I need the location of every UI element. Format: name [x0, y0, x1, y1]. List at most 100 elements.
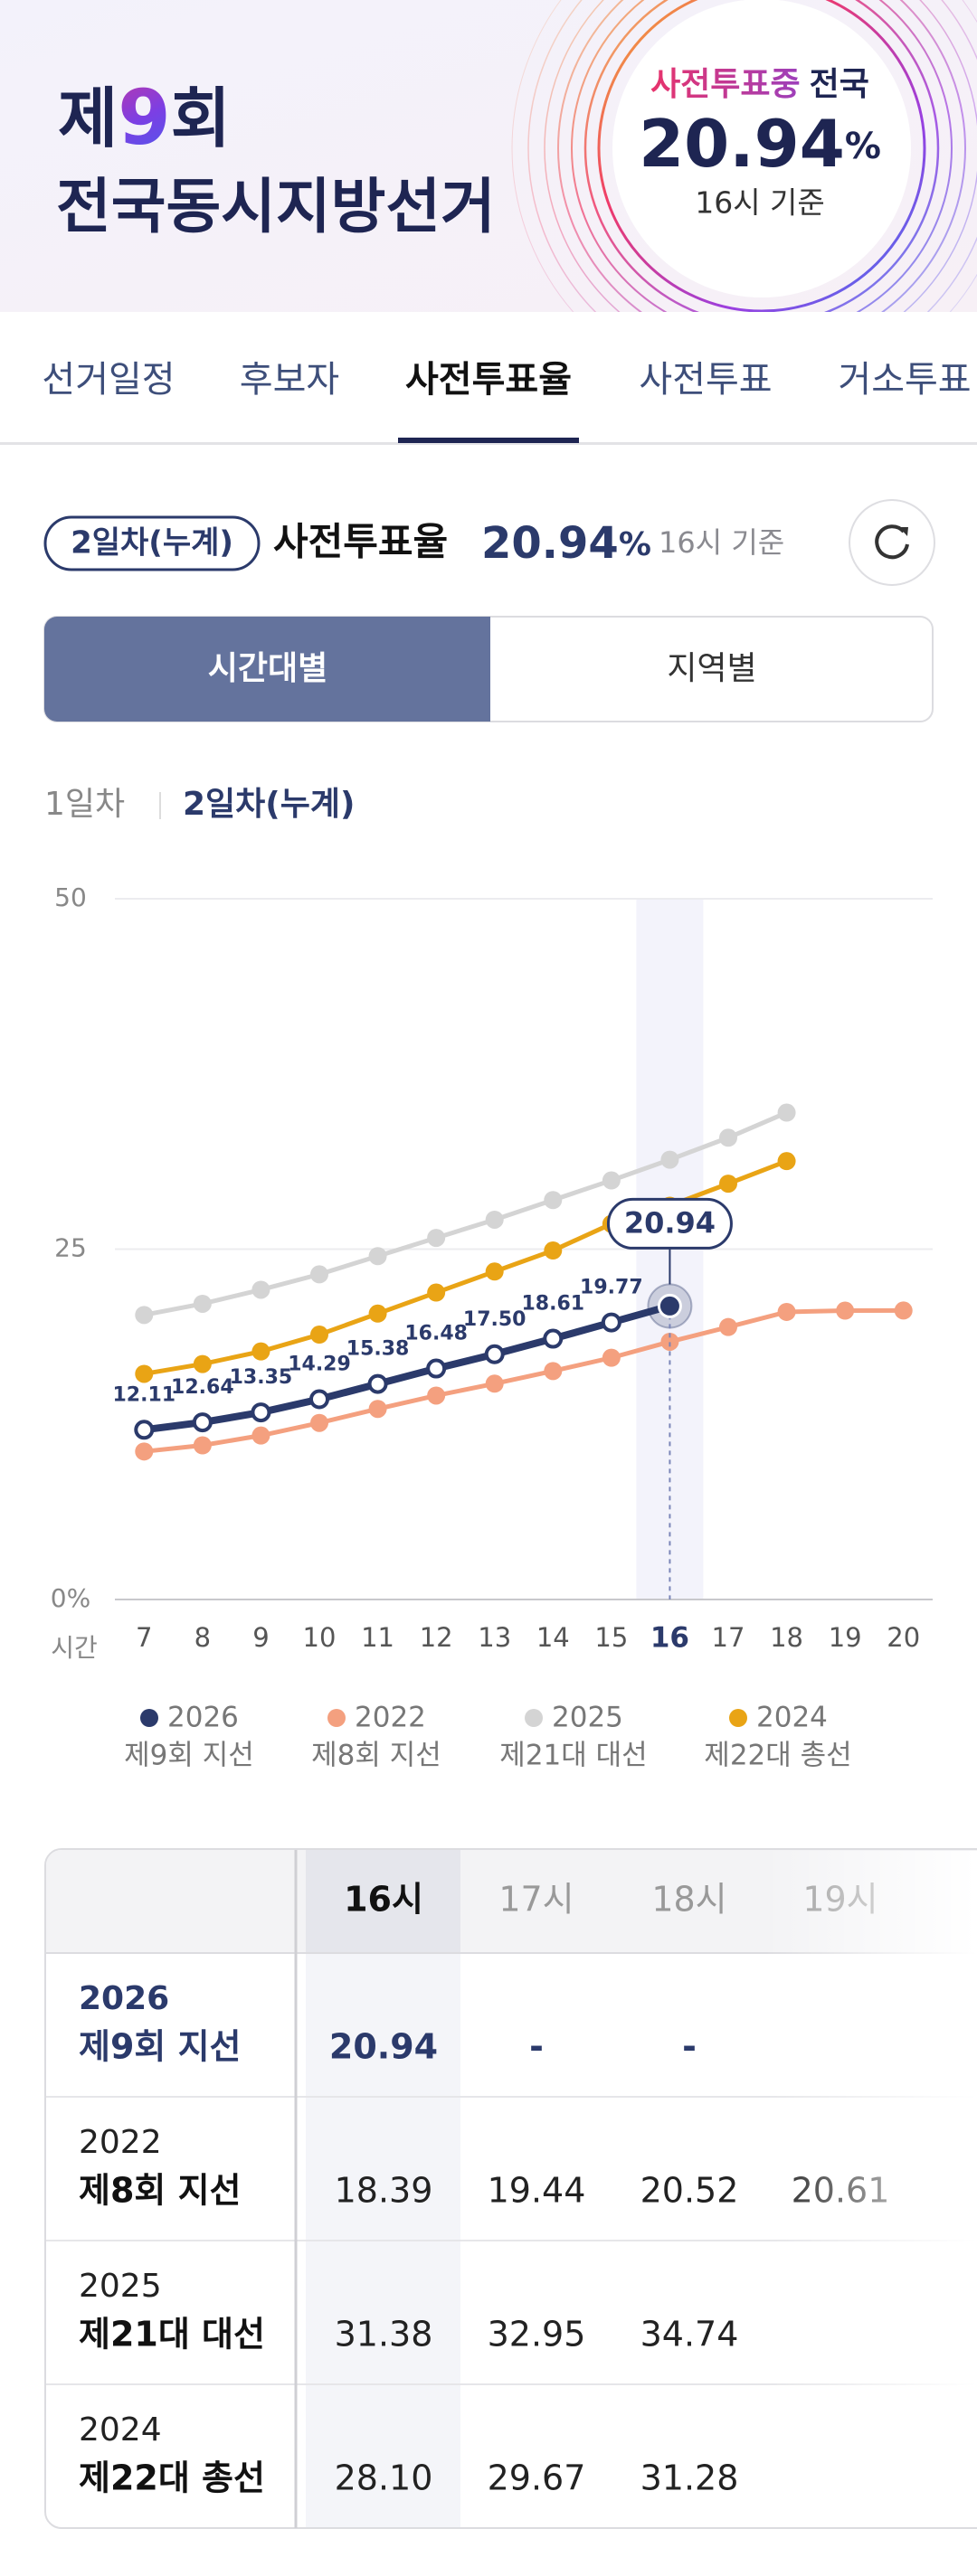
x-tick-label: 18: [770, 1622, 803, 1653]
badge-basis: 16시 기준: [695, 185, 825, 221]
legend-label: 제9회 지선: [124, 1740, 254, 1772]
tab[interactable]: 선거일정: [42, 359, 175, 401]
row-year: 2025: [79, 2268, 162, 2305]
point: [777, 1103, 796, 1122]
badge-circle: [612, 0, 911, 297]
table-header-bg: [46, 1850, 977, 1953]
table-frame: [44, 1848, 977, 2529]
column-header: 16시: [344, 1880, 423, 1920]
cell: 19.44: [488, 2171, 586, 2211]
tab[interactable]: 거소투표: [838, 359, 971, 401]
day-pill-text: 2일차(누계): [71, 525, 233, 561]
legend-name: 2024: [756, 1702, 828, 1734]
column-header: 17시: [498, 1880, 574, 1920]
point: [894, 1301, 913, 1320]
point: [602, 1348, 621, 1367]
value-label: 12.64: [171, 1376, 234, 1399]
value-label: 17.50: [463, 1308, 526, 1331]
day-tab[interactable]: 1일차: [44, 786, 125, 823]
cell: 20.52: [640, 2171, 739, 2211]
refresh-arrow: [899, 527, 908, 536]
point: [193, 1436, 212, 1455]
point: [251, 1402, 271, 1423]
series-line: [143, 1302, 671, 1434]
segment-active[interactable]: [44, 617, 490, 722]
value-label: 13.35: [230, 1366, 293, 1389]
point: [484, 1344, 505, 1364]
cell: -: [529, 2027, 544, 2067]
segment-label[interactable]: 시간대별: [208, 650, 327, 687]
x-tick-label: 12: [420, 1622, 453, 1653]
point: [719, 1175, 737, 1194]
column-header: 18시: [651, 1880, 726, 1920]
legend-dot: [525, 1709, 543, 1727]
active-tab-indicator: [398, 438, 579, 443]
series-line: [144, 1307, 904, 1454]
title-line2: 전국동시지방선거: [56, 172, 496, 241]
cell: 28.10: [335, 2458, 433, 2498]
summary-rate: 20.94%: [481, 518, 651, 569]
legend-dot: [729, 1709, 747, 1727]
refresh-button[interactable]: [849, 499, 935, 586]
day-tab[interactable]: 2일차(누계): [183, 786, 355, 823]
point: [251, 1426, 270, 1445]
cell: 32.95: [488, 2315, 586, 2354]
row-name: 제8회 지선: [79, 2171, 242, 2211]
value-label: 14.29: [288, 1354, 351, 1376]
cell: 31.28: [640, 2458, 739, 2498]
legend-name: 2022: [355, 1702, 426, 1734]
summary-basis: 16시 기준: [659, 525, 784, 560]
point: [602, 1171, 621, 1190]
value-label: 18.61: [521, 1293, 584, 1316]
tabbar-border: [0, 442, 977, 445]
point: [193, 1354, 212, 1373]
value-label: 19.77: [580, 1277, 643, 1299]
scroll-fade: [764, 1851, 977, 2526]
tab[interactable]: 사전투표: [639, 359, 772, 401]
value-label: 12.11: [112, 1383, 175, 1406]
callout-box: [606, 1197, 733, 1250]
row-year: 2022: [79, 2124, 162, 2161]
tab[interactable]: 사전투표율: [405, 359, 572, 401]
point: [777, 1302, 796, 1321]
point: [719, 1317, 737, 1336]
row-name: 제22대 총선: [79, 2458, 265, 2498]
x-tick-label: 7: [136, 1622, 152, 1653]
point: [485, 1374, 504, 1393]
point: [427, 1229, 446, 1248]
tabbar-bg: [0, 312, 977, 444]
x-tick-label: 10: [303, 1622, 337, 1653]
point: [836, 1301, 855, 1320]
value-label: 15.38: [346, 1338, 410, 1361]
rings: [511, 0, 977, 312]
segment-label[interactable]: 지역별: [667, 650, 756, 687]
summary-label: 사전투표율: [273, 520, 448, 564]
y-tick-label: 0%: [51, 1583, 90, 1613]
legend-dot: [327, 1709, 346, 1727]
cell: 18.39: [335, 2171, 433, 2211]
cell: 31.38: [335, 2315, 433, 2354]
point: [193, 1294, 212, 1313]
x-tick-label: 20: [887, 1622, 920, 1653]
badge-status: 사전투표중 전국: [650, 66, 869, 103]
x-tick-label: 11: [361, 1622, 394, 1653]
point: [368, 1304, 387, 1323]
legend-dot: [140, 1709, 158, 1727]
point: [310, 1326, 328, 1345]
point: [544, 1191, 563, 1210]
cell: 34.74: [640, 2315, 739, 2354]
point: [543, 1328, 564, 1349]
callout-label: 20.94: [624, 1205, 716, 1240]
point: [192, 1412, 213, 1433]
tab[interactable]: 후보자: [240, 359, 339, 401]
x-tick-label: 17: [712, 1622, 745, 1653]
row-name: 제21대 대선: [79, 2315, 265, 2354]
point: [310, 1265, 328, 1284]
badge-rate: 20.94%: [639, 106, 881, 182]
cell: 20.94: [329, 2027, 438, 2067]
value-label: 16.48: [404, 1323, 468, 1345]
point: [134, 1420, 155, 1440]
row-year: 2026: [79, 1980, 169, 2017]
